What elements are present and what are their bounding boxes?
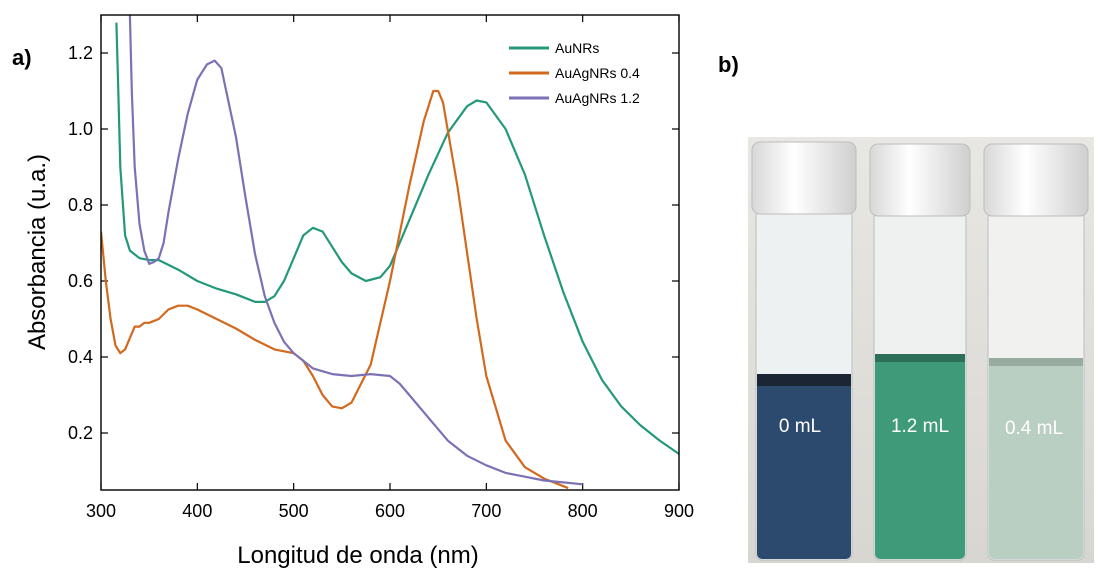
legend-label: AuNRs	[555, 40, 599, 56]
cap	[869, 143, 971, 217]
vial-label: 1.2 mL	[891, 416, 949, 437]
y-tick-label: 0.6	[68, 271, 93, 291]
vial-label: 0.4 mL	[1005, 418, 1063, 439]
y-tick-label: 0.4	[68, 347, 93, 367]
x-tick-label: 500	[279, 501, 309, 521]
meniscus	[989, 358, 1083, 366]
meniscus	[757, 374, 851, 386]
plot: 300 400 500 600 700 800 900 0.2 0.4 0.6 0.8 1.0 1.2 A…	[68, 14, 694, 521]
liquid	[875, 354, 965, 559]
series-line	[101, 89, 569, 490]
series-line	[128, 15, 583, 486]
legend-label: AuAgNRs 0.4	[555, 65, 640, 81]
meniscus	[875, 354, 965, 362]
y-tick-label: 1.2	[68, 43, 93, 63]
liquid	[989, 358, 1083, 559]
cap	[751, 141, 857, 215]
x-tick-label: 300	[86, 501, 116, 521]
y-tick-label: 1.0	[68, 119, 93, 139]
cap	[983, 143, 1089, 217]
y-tick-label: 0.2	[68, 423, 93, 443]
liquid	[757, 374, 851, 559]
vial-label: 0 mL	[779, 416, 821, 437]
x-tick-label: 800	[568, 501, 598, 521]
x-tick-label: 400	[182, 501, 212, 521]
photo: b) 0 mL 1.2 mL 0.4 mL	[718, 52, 1094, 563]
y-axis-title: Absorbancia (u.a.)	[24, 154, 51, 350]
x-axis-title: Longitud de onda (nm)	[237, 542, 479, 569]
axes-frame	[100, 14, 680, 491]
panel-label: b)	[718, 52, 739, 77]
panel-label: a)	[12, 45, 32, 70]
x-tick-label: 600	[375, 501, 405, 521]
x-tick-label: 700	[471, 501, 501, 521]
y-tick-label: 0.8	[68, 195, 93, 215]
x-tick-label: 900	[664, 501, 694, 521]
legend-label: AuAgNRs 1.2	[555, 90, 640, 106]
